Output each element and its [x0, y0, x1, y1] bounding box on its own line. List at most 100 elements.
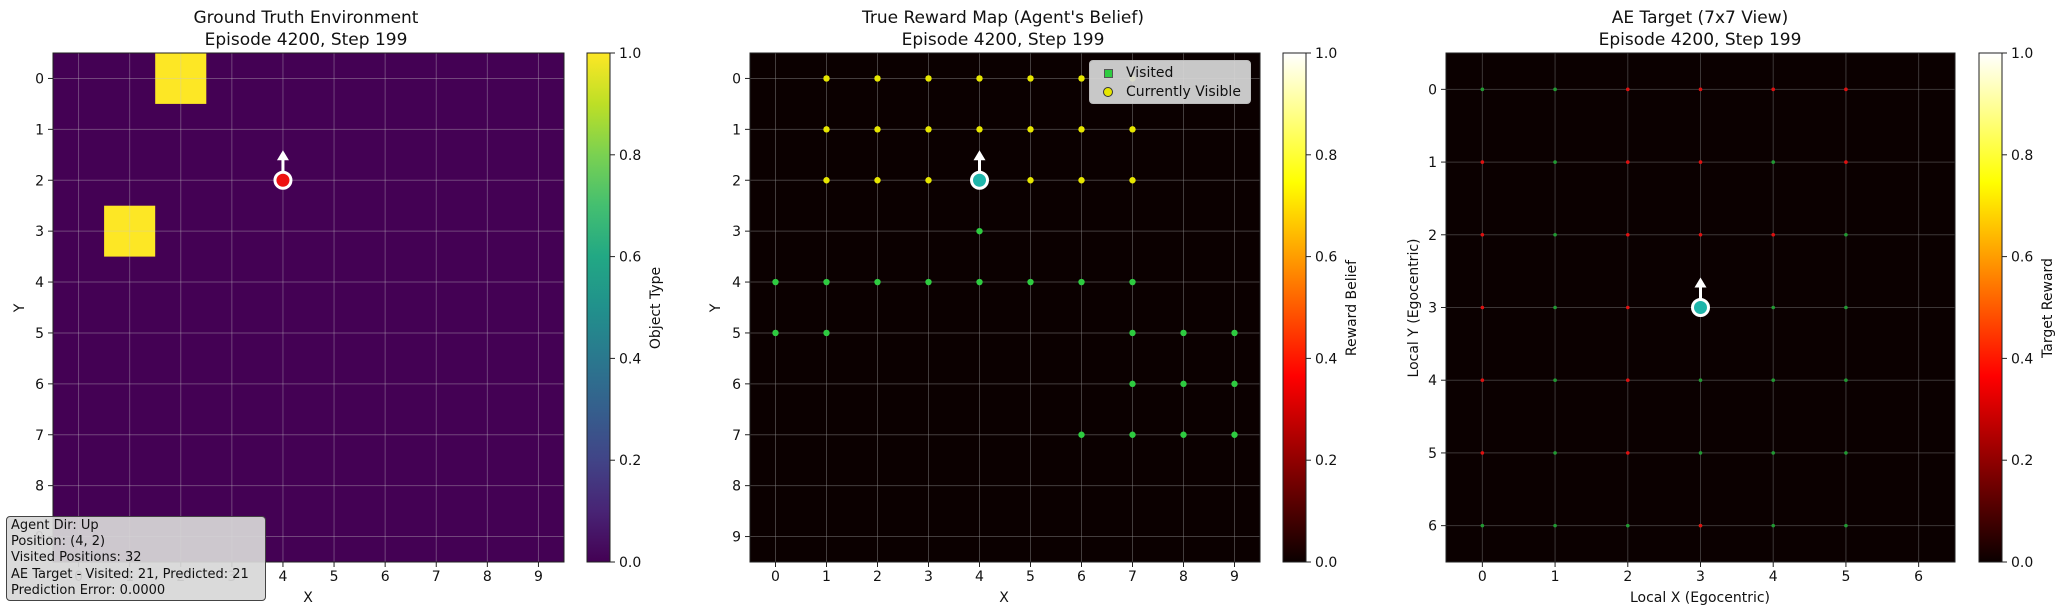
y-tick-label: 5	[35, 326, 44, 342]
green-point	[1844, 378, 1848, 383]
red-point	[1771, 87, 1776, 92]
green-point	[1771, 305, 1776, 310]
visited-point	[1180, 329, 1187, 337]
colorbar-tick-label: 0.8	[2011, 148, 2033, 164]
visible-point	[823, 177, 830, 184]
visited-point	[976, 278, 983, 286]
visited-point	[1078, 278, 1085, 286]
y-tick-label: 3	[35, 224, 44, 240]
plot-frame	[749, 52, 1261, 563]
x-tick-label: 2	[873, 569, 882, 585]
visited-point	[1180, 431, 1187, 438]
visible-point	[925, 177, 932, 184]
agent-arrow-head-icon	[276, 150, 289, 161]
colorbar-tick-label: 0.8	[1315, 148, 1337, 164]
green-point	[1553, 87, 1557, 92]
y-tick-label: 2	[732, 173, 741, 189]
x-tick-label: 4	[975, 569, 984, 585]
panel2-x-label: X	[999, 590, 1009, 606]
grid-lines	[53, 53, 564, 562]
visited-point	[1129, 278, 1136, 286]
visible-point	[1027, 126, 1034, 133]
visible-point	[1027, 177, 1034, 184]
red-point	[1844, 160, 1848, 164]
green-point	[1625, 523, 1630, 528]
visible-point	[925, 75, 932, 82]
green-point	[1844, 451, 1848, 455]
x-tick-label: 8	[1179, 569, 1188, 585]
colorbar-tick-label: 0.4	[2011, 351, 2033, 367]
red-point	[1480, 451, 1485, 455]
x-tick-label: 5	[1841, 569, 1850, 585]
panel1-plot-area	[52, 52, 565, 563]
x-tick-label: 5	[330, 569, 339, 585]
visible-point	[1129, 126, 1136, 133]
agent-marker	[273, 150, 293, 190]
colorbar-tick-label: 0.2	[619, 453, 641, 469]
x-tick-label: 3	[924, 569, 933, 585]
green-point	[1844, 232, 1848, 237]
x-tick-label: 6	[1914, 569, 1923, 585]
legend-visible-label: Currently Visible	[1126, 84, 1241, 100]
x-tick-label: 4	[278, 569, 287, 585]
green-point	[1553, 232, 1557, 237]
colorbar-tick-label: 0.0	[2011, 555, 2033, 571]
green-point	[1771, 451, 1776, 455]
grid-lines	[750, 53, 1260, 562]
y-tick-label: 9	[732, 530, 741, 546]
y-tick-label: 1	[35, 122, 44, 138]
x-tick-label: 9	[1230, 569, 1239, 585]
y-tick-label: 7	[732, 428, 741, 444]
info-visited-positions: Visited Positions: 32	[11, 550, 142, 566]
panel-reward-map: True Reward Map (Agent's Belief) Episode…	[708, 8, 1360, 606]
agent-arrow-head-icon	[1694, 277, 1707, 288]
green-point	[1844, 305, 1848, 310]
panel2-colorbar-ticks: 0.0 0.2 0.4 0.6 0.8 1.0	[1306, 46, 1337, 571]
info-agent-dir: Agent Dir: Up	[11, 518, 99, 533]
visited-point	[1180, 380, 1187, 388]
visited-point	[1231, 329, 1238, 337]
panel2-legend: Visited Currently Visible	[1089, 60, 1251, 104]
red-point	[1698, 523, 1703, 528]
panel1-subtitle: Episode 4200, Step 199	[205, 30, 408, 50]
y-tick-label: 6	[1428, 519, 1437, 535]
visible-point	[874, 177, 881, 184]
visited-marker-icon	[1098, 68, 1118, 78]
panel1-colorbar	[586, 52, 611, 563]
visited-point	[772, 329, 779, 337]
agent-marker	[970, 150, 989, 190]
visible-point	[976, 126, 983, 133]
x-tick-label: 1	[1551, 569, 1560, 585]
colorbar-tick-label: 1.0	[619, 46, 641, 62]
colorbar-tick-label: 0.4	[619, 351, 641, 367]
agent-circle	[970, 170, 989, 190]
y-tick-label: 8	[732, 479, 741, 495]
panel2-colorbar	[1282, 52, 1307, 563]
x-tick-label: 7	[432, 569, 441, 585]
panel2-subtitle: Episode 4200, Step 199	[902, 30, 1105, 50]
panel2-plot-area	[749, 52, 1261, 563]
visited-point	[1231, 380, 1238, 388]
red-point	[1480, 378, 1485, 383]
visible-point	[1129, 177, 1136, 184]
panel-ground-truth: Ground Truth Environment Episode 4200, S…	[12, 8, 664, 606]
colorbar-tick-label: 0.6	[1315, 250, 1337, 266]
red-point	[1844, 87, 1848, 92]
green-point	[1771, 378, 1776, 383]
red-point	[1480, 232, 1485, 237]
visible-point	[1027, 75, 1034, 82]
legend-visited: Visited	[1098, 64, 1173, 82]
y-tick-label: 4	[35, 275, 44, 291]
visible-point	[925, 126, 932, 133]
x-tick-label: 2	[1623, 569, 1632, 585]
y-tick-label: 0	[1428, 82, 1437, 98]
panel3-colorbar-label: Target Reward	[2040, 258, 2056, 359]
colorbar-tick-label: 0.6	[2011, 250, 2033, 266]
plot-background	[53, 53, 564, 562]
info-prediction-error: Prediction Error: 0.0000	[11, 582, 166, 598]
object-cell	[155, 53, 207, 104]
green-point	[1553, 305, 1557, 310]
colorbar-tick-label: 0.0	[1315, 555, 1337, 571]
panel3-colorbar	[1978, 52, 2003, 563]
y-tick-label: 4	[732, 275, 741, 291]
